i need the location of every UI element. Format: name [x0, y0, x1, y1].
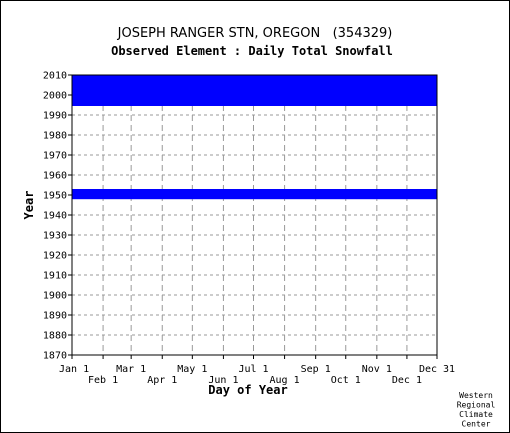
y-tick-label: 1940 [43, 211, 67, 222]
x-tick-label: Oct 1 [331, 375, 361, 386]
x-tick-label: Feb 1 [88, 375, 118, 386]
x-tick-label: Jul 1 [238, 364, 268, 375]
x-tick-label: Dec 31 [419, 364, 455, 375]
y-tick-label: 1890 [43, 311, 67, 322]
y-tick-label: 1880 [43, 331, 67, 342]
y-tick-label: 2000 [43, 91, 67, 102]
x-tick-label: Apr 1 [147, 375, 177, 386]
x-axis-label: Day of Year [208, 383, 287, 397]
y-tick-label: 1990 [43, 111, 67, 122]
x-tick-label: Jun 1 [208, 375, 238, 386]
x-tick-label: Mar 1 [116, 364, 146, 375]
x-tick-label: Nov 1 [362, 364, 392, 375]
grid-lines [72, 75, 437, 355]
y-tick-label: 1930 [43, 231, 67, 242]
y-tick-label: 1920 [43, 251, 67, 262]
y-tick-label: 1900 [43, 291, 67, 302]
x-tick-label: May 1 [177, 364, 207, 375]
y-tick-labels: 1870 1880 1890 1900 1910 1920 1930 1940 1950 1960… [43, 71, 72, 362]
credit-line: Western [459, 391, 493, 400]
y-tick-label: 1910 [43, 271, 67, 282]
y-tick-label: 1950 [43, 191, 67, 202]
data-bands [72, 75, 437, 200]
credit-line: Climate [459, 410, 493, 419]
y-tick-label: 1870 [43, 351, 67, 362]
data-band-1 [72, 189, 437, 200]
y-tick-label: 1960 [43, 171, 67, 182]
credit-line: Center [462, 420, 491, 429]
data-band-2 [72, 75, 437, 106]
y-tick-label: 2010 [43, 71, 67, 82]
chart-subtitle: Observed Element : Daily Total Snowfall [111, 44, 393, 58]
credit-line: Regional [457, 401, 496, 410]
chart-title: JOSEPH RANGER STN, OREGON (354329) [117, 26, 393, 41]
x-tick-label: Dec 1 [392, 375, 422, 386]
x-tick-label: Sep 1 [301, 364, 331, 375]
x-tick-label: Jan 1 [59, 364, 89, 375]
y-axis-label: Year [22, 191, 36, 220]
y-tick-label: 1970 [43, 151, 67, 162]
x-tick-label: Aug 1 [270, 375, 300, 386]
y-tick-label: 1980 [43, 131, 67, 142]
